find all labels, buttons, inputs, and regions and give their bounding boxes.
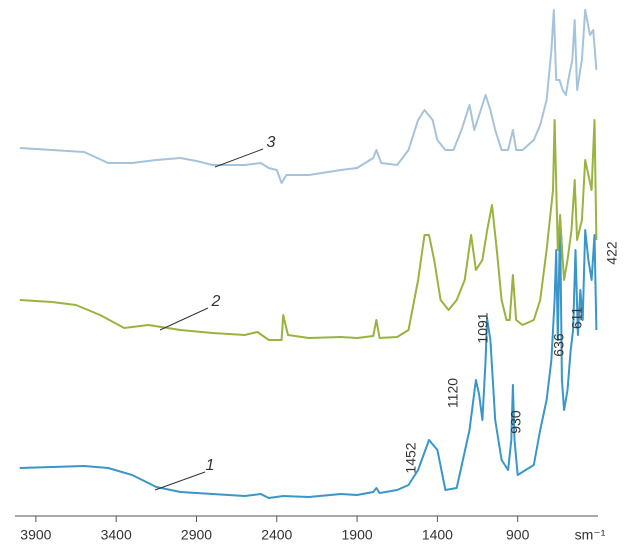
x-tick-label: 1900 [342, 527, 373, 543]
series-label: 3 [267, 134, 276, 151]
x-tick-label: 2400 [261, 527, 292, 543]
leader-line [214, 148, 264, 168]
peak-label: 611 [569, 307, 585, 330]
peak-label: 636 [551, 333, 567, 357]
spectrum-line [19, 119, 598, 341]
series-label: 1 [206, 457, 215, 474]
spectrum-line [19, 9, 598, 184]
peak-label: 930 [508, 410, 524, 434]
series-label: 2 [211, 293, 221, 310]
peak-label: 422 [604, 241, 620, 265]
x-tick-label: 1400 [422, 527, 453, 543]
spectrum-line [19, 219, 598, 499]
x-tick-label: 900 [506, 527, 530, 543]
leader-line [159, 307, 209, 331]
x-tick-label: 3900 [20, 527, 51, 543]
x-tick-label: 2900 [181, 527, 212, 543]
x-axis-label: sm⁻¹ [575, 527, 606, 543]
leader-line [154, 471, 206, 491]
x-tick-label: 3400 [101, 527, 132, 543]
peak-label: 1091 [475, 312, 491, 343]
peak-label: 1120 [445, 378, 461, 408]
peak-label: 1452 [403, 442, 419, 473]
